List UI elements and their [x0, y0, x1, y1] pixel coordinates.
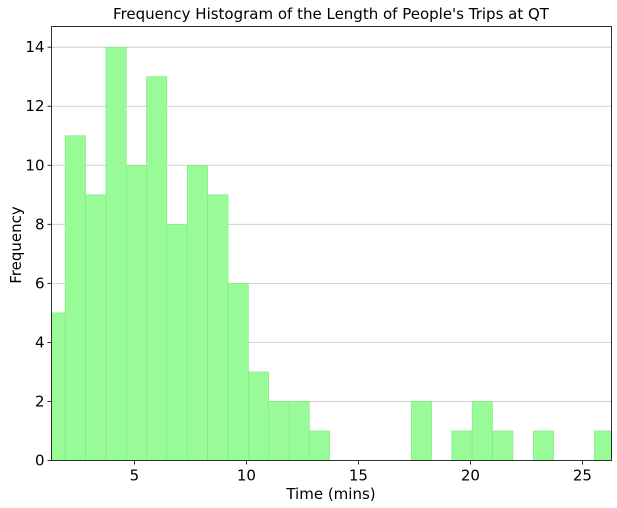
- histogram-bar: [492, 430, 514, 461]
- histogram-bar: [146, 76, 168, 461]
- y-tick-label: 4: [35, 333, 45, 351]
- y-axis-ticks: 0 2 4 6 8 10 12 14: [25, 38, 52, 470]
- histogram-bar: [471, 401, 493, 461]
- histogram-bar: [186, 164, 208, 461]
- x-tick-label: 5: [130, 467, 140, 485]
- histogram-bars: [51, 46, 612, 461]
- histogram-bar: [207, 194, 229, 461]
- histogram-bar: [105, 46, 127, 461]
- plot-frame: [51, 26, 612, 461]
- y-tick-label: 12: [25, 97, 44, 115]
- y-tick-label: 2: [35, 392, 45, 410]
- histogram-bar: [227, 283, 249, 461]
- histogram-bar: [451, 430, 473, 461]
- y-tick-label: 6: [35, 274, 45, 292]
- histogram-bar: [248, 371, 270, 461]
- histogram-bar: [288, 401, 310, 461]
- histogram-bar: [593, 430, 612, 461]
- histogram-bar: [64, 135, 86, 461]
- y-axis-label: Frequency: [7, 206, 25, 284]
- histogram-bar: [309, 430, 330, 461]
- x-axis-label: Time (mins): [285, 485, 375, 503]
- histogram-bar: [410, 401, 432, 461]
- chart-title: Frequency Histogram of the Length of Peo…: [113, 5, 550, 23]
- y-tick-label: 8: [35, 215, 45, 233]
- histogram-bar: [166, 224, 188, 461]
- x-tick-label: 25: [573, 467, 592, 485]
- y-tick-label: 0: [35, 452, 45, 470]
- x-tick-label: 20: [461, 467, 480, 485]
- y-tick-label: 10: [25, 156, 44, 174]
- x-tick-label: 15: [349, 467, 368, 485]
- histogram-bar: [85, 194, 107, 461]
- histogram-bar: [268, 401, 290, 461]
- histogram-bar: [533, 430, 554, 461]
- y-tick-label: 14: [25, 38, 44, 56]
- histogram-bar: [126, 164, 147, 461]
- x-axis-ticks: 5 10 15 20 25: [130, 460, 592, 485]
- x-tick-label: 10: [237, 467, 256, 485]
